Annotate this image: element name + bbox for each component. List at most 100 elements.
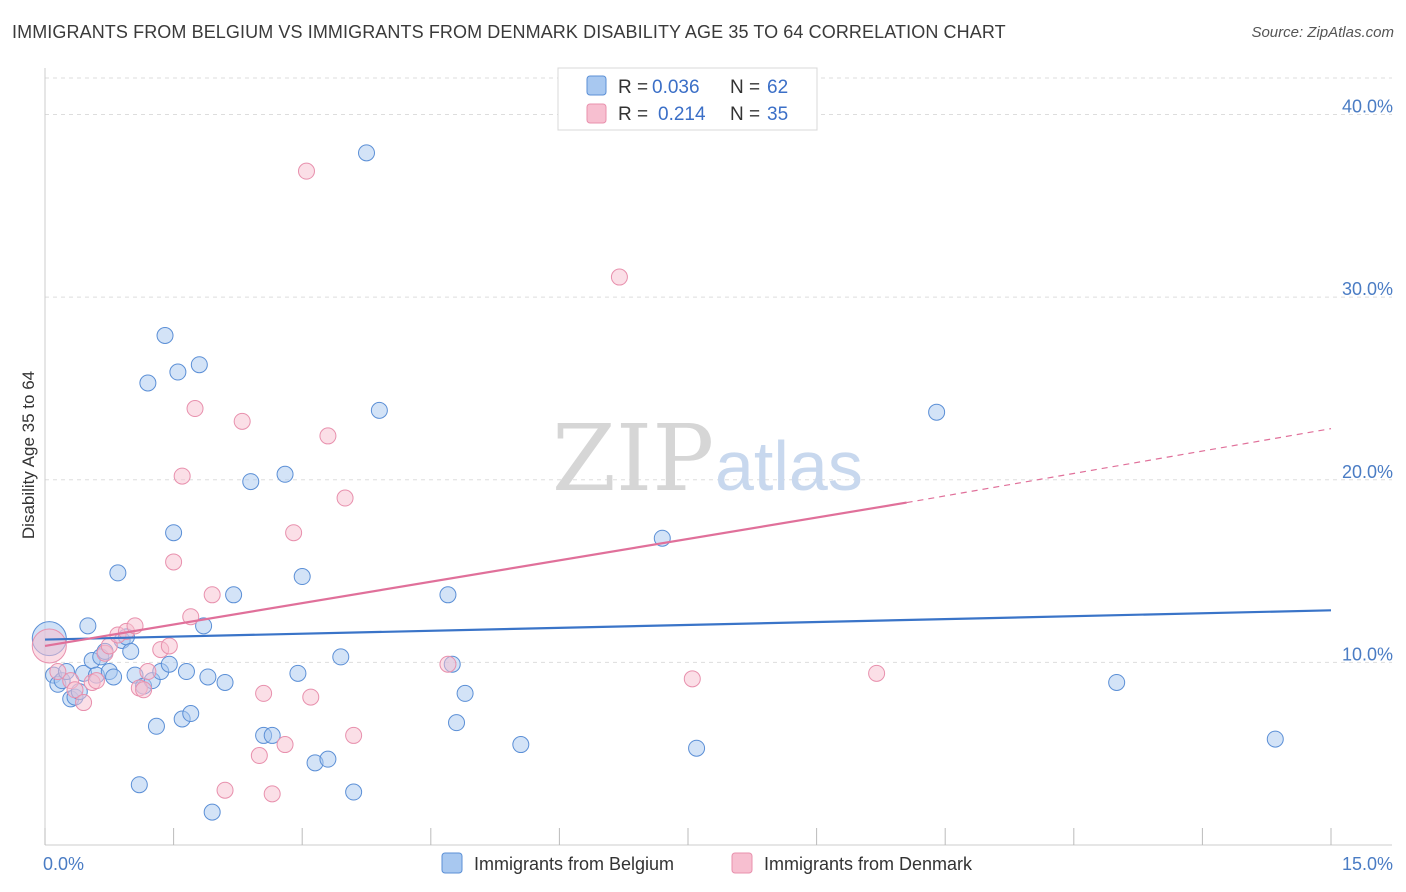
denmark-point (439, 655, 457, 673)
denmark-point (135, 681, 153, 699)
x-tick-label: 15.0% (1342, 854, 1393, 874)
denmark-point (216, 781, 234, 799)
denmark-point (868, 664, 886, 682)
y-tick-label: 40.0% (1342, 97, 1393, 117)
belgium-point (160, 655, 178, 673)
watermark-atlas: atlas (715, 427, 863, 505)
denmark-point (173, 467, 191, 485)
belgium-point (448, 714, 466, 732)
belgium-point (263, 726, 281, 744)
denmark-point (345, 726, 363, 744)
belgium-point (190, 356, 208, 374)
legend-swatch-belgium (586, 75, 607, 96)
y-axis-title: Disability Age 35 to 64 (19, 371, 38, 539)
belgium-point (177, 663, 195, 681)
denmark-point (186, 400, 204, 418)
denmark-point (302, 688, 320, 706)
belgium-point (165, 524, 183, 542)
belgium-point (332, 648, 350, 666)
chart-title: IMMIGRANTS FROM BELGIUM VS IMMIGRANTS FR… (12, 22, 1006, 42)
belgium-point (242, 473, 260, 491)
belgium-point (169, 363, 187, 381)
belgium-point (289, 664, 307, 682)
belgium-point (216, 673, 234, 691)
legend-swatch-denmark (586, 103, 607, 124)
belgium-point (928, 403, 946, 421)
belgium-point (439, 586, 457, 604)
y-tick-label: 30.0% (1342, 279, 1393, 299)
belgium-point (688, 739, 706, 757)
y-tick-label: 10.0% (1342, 644, 1393, 664)
denmark-point (285, 524, 303, 542)
grid-layer (45, 77, 1392, 663)
belgium-point (139, 374, 157, 392)
denmark-point (255, 684, 273, 702)
denmark-point (263, 785, 281, 803)
belgium-point (293, 568, 311, 586)
watermark-zip: ZIP (552, 405, 714, 512)
denmark-point (203, 586, 221, 604)
legend-denmark-r-label: R = (618, 104, 648, 125)
legend-belgium-r-label: R = (618, 77, 648, 98)
denmark-point (610, 268, 628, 286)
x-tick-label: 0.0% (43, 854, 84, 874)
denmark-point (87, 672, 105, 690)
belgium-point (225, 586, 243, 604)
denmark-point (233, 412, 251, 430)
legend-belgium-n-value: 62 (767, 77, 788, 98)
legend-denmark-r-value: 0.214 (658, 104, 706, 125)
belgium-point (182, 705, 200, 723)
denmark-point (250, 747, 268, 765)
denmark-point (139, 663, 157, 681)
denmark-point (683, 670, 701, 688)
belgium-point (147, 717, 165, 735)
belgium-point (122, 642, 140, 660)
legend-denmark-n-label: N = (730, 104, 760, 125)
y-tick-label: 20.0% (1342, 462, 1393, 482)
watermark: ZIP atlas (552, 405, 863, 512)
belgium-point (319, 750, 337, 768)
denmark-point (276, 736, 294, 754)
denmark-point (336, 489, 354, 507)
denmark-trendline (44, 501, 907, 648)
source-label: Source: ZipAtlas.com (1251, 24, 1394, 41)
belgium-point (195, 617, 213, 635)
denmark-point (75, 694, 93, 712)
points-layer (31, 144, 1284, 821)
belgium-point (358, 144, 375, 162)
top-legend: R = 0.036 N = 62 R = 0.214 N = 35 (557, 67, 818, 131)
belgium-point (512, 736, 530, 754)
denmark-point (319, 427, 337, 445)
belgium-point (156, 326, 174, 344)
belgium-point (203, 803, 221, 821)
denmark-point (297, 162, 315, 180)
belgium-point (79, 617, 97, 635)
bottom-legend: Immigrants from Belgium Immigrants from … (441, 852, 973, 874)
bottom-legend-swatch-belgium (441, 852, 463, 874)
belgium-trendline (44, 609, 1332, 641)
legend-belgium-n-label: N = (730, 77, 760, 98)
belgium-point (345, 783, 363, 801)
bottom-legend-denmark: Immigrants from Denmark (764, 854, 973, 874)
denmark-point (160, 637, 178, 655)
denmark-trendline-extension (906, 428, 1332, 504)
denmark-point (49, 663, 67, 681)
legend-belgium-r-value: 0.036 (652, 77, 700, 98)
belgium-point (276, 465, 294, 483)
belgium-point (456, 684, 474, 702)
belgium-point (109, 564, 127, 582)
belgium-point (370, 401, 388, 419)
denmark-point (165, 553, 183, 571)
bottom-legend-belgium: Immigrants from Belgium (474, 854, 674, 874)
belgium-point (105, 668, 123, 686)
legend-denmark-n-value: 35 (767, 104, 788, 125)
belgium-point (1108, 673, 1126, 691)
belgium-point (130, 776, 148, 794)
denmark-point (66, 681, 84, 699)
axis-layer: 10.0% 20.0% 30.0% 40.0% 0.0% 15.0% (43, 68, 1393, 874)
belgium-point (1266, 730, 1284, 748)
bottom-legend-swatch-denmark (731, 852, 753, 874)
belgium-point (199, 668, 217, 686)
trend-layer (44, 428, 1332, 648)
